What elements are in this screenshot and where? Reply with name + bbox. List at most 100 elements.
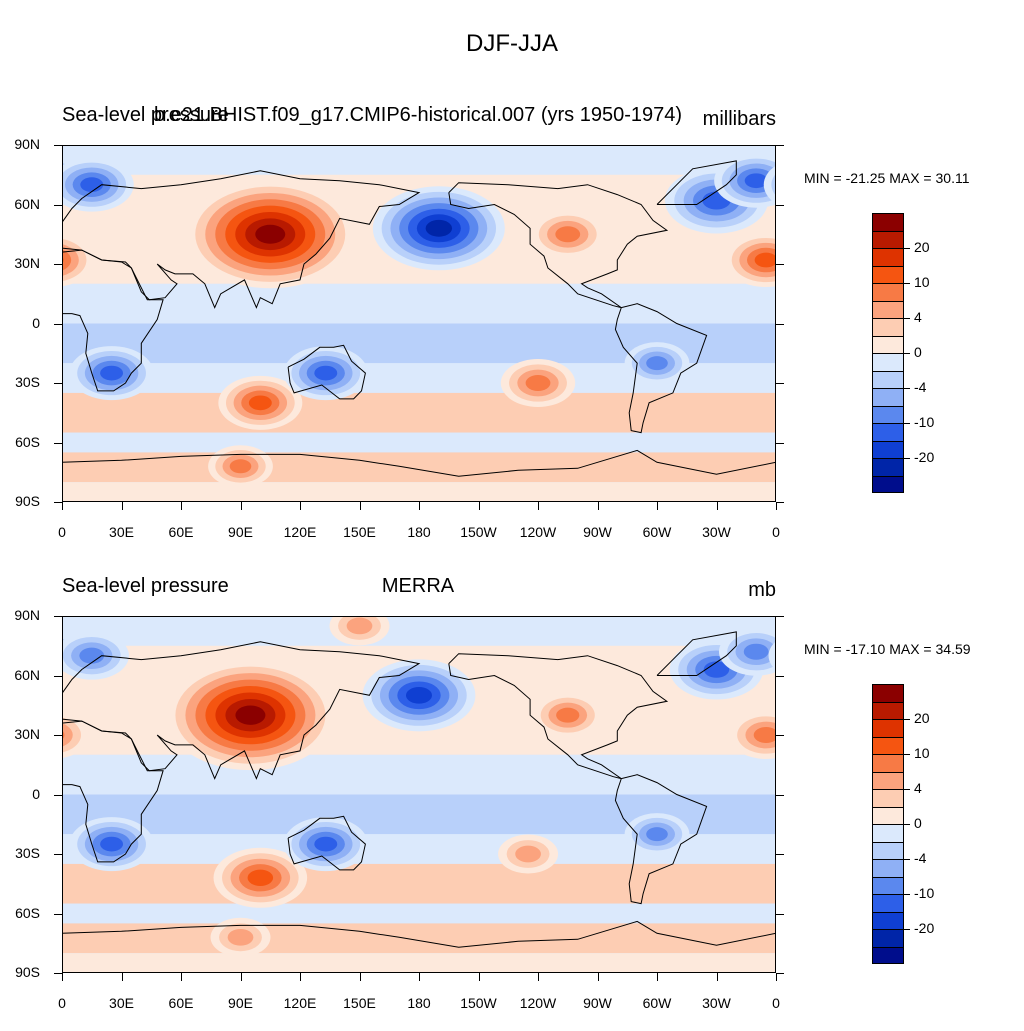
colorbar-label: -10 [914, 885, 935, 901]
colorbar-tick [904, 458, 910, 459]
panel-center-label: b.e21.BHIST.f09_g17.CMIP6-historical.007… [153, 104, 683, 126]
field-feature-azores-high [62, 711, 90, 759]
lon-tick-label: 120E [283, 995, 317, 1011]
panel-left-label: Sea-level pressure [62, 575, 229, 597]
lat-tick-label: 30N [14, 255, 40, 271]
coastline-samerica [614, 774, 708, 905]
zonal-band [62, 953, 776, 973]
panel-left-label: Sea-level pressure [62, 104, 229, 126]
field-feature-south-indian-high [218, 375, 303, 430]
colorbar-swatch [872, 475, 904, 493]
min-max-readout: MIN = -17.10 MAX = 34.59 [804, 641, 971, 657]
colorbar-tick [904, 248, 910, 249]
lon-tick-mark [121, 973, 123, 981]
contour-level [646, 356, 668, 371]
lon-tick-mark [181, 502, 182, 510]
lat-tick-mark [54, 973, 62, 974]
contour-level [248, 395, 272, 411]
lon-tick-label: 120W [519, 524, 557, 540]
colorbar-tick [904, 894, 910, 895]
colorbar-swatch [872, 248, 904, 266]
coastline-australia [287, 815, 366, 871]
lat-tick-mark [54, 735, 62, 736]
lon-tick-label: 0 [772, 524, 780, 540]
coastline-eurasia [62, 641, 421, 780]
coastline-namerica [448, 653, 669, 780]
colorbar-swatch [872, 806, 904, 824]
field-feature-greenland-sea-low [718, 627, 776, 676]
lat-tick-mark [54, 502, 62, 503]
contour-level [255, 224, 286, 244]
colorbar-label: 4 [914, 309, 922, 325]
field-feature-arctic-high [329, 616, 390, 646]
lon-tick-mark [300, 502, 301, 510]
coastline-eurasia [62, 170, 421, 309]
lat-tick-label: 30S [15, 374, 40, 390]
panel-center-label: MERRA [381, 575, 455, 597]
colorbar-label: 0 [914, 344, 922, 360]
field-feature-south-africa-low [69, 346, 154, 401]
lat-tick-mark [776, 204, 784, 206]
coastline-antarctica [62, 920, 776, 948]
contour-level [62, 249, 72, 271]
field-feature-south-pacific-high [500, 359, 576, 407]
lon-tick-mark [776, 973, 777, 981]
pressure-field [62, 145, 776, 502]
contour-level [80, 177, 104, 193]
colorbar-label: -4 [914, 850, 927, 866]
coastline-greenland [656, 631, 737, 676]
panel-units-label: mb [748, 579, 776, 601]
min-max-readout: MIN = -21.25 MAX = 30.11 [804, 170, 970, 186]
lon-tick-label: 120E [283, 524, 317, 540]
lat-tick-mark [776, 854, 784, 855]
lat-tick-mark [776, 323, 784, 325]
field-feature-antarctic-ring-high [210, 917, 271, 957]
lon-tick-mark [657, 502, 658, 510]
colorbar-swatch [872, 736, 904, 754]
colorbar-swatch [872, 876, 904, 894]
colorbar-swatches [872, 684, 904, 964]
colorbar-tick [904, 789, 910, 790]
lat-tick-mark [54, 854, 62, 855]
lon-tick-mark [62, 502, 63, 510]
contour-level [744, 173, 768, 189]
lat-tick-mark [54, 794, 62, 796]
lon-tick-mark [359, 973, 361, 981]
lat-tick-mark [54, 913, 62, 915]
lon-tick-mark [597, 973, 599, 981]
lat-tick-mark [776, 442, 784, 444]
lat-tick-label: 60S [15, 904, 40, 921]
colorbar-tick [904, 353, 910, 354]
lat-tick-mark [776, 794, 784, 796]
lon-tick-mark [240, 973, 242, 981]
colorbar-swatch [872, 929, 904, 947]
field-feature-australia-low [283, 346, 368, 401]
lat-tick-mark [54, 323, 62, 325]
colorbar-tick [904, 824, 910, 825]
lat-tick-label: 90S [15, 964, 40, 980]
contour-level [555, 226, 581, 243]
coastlines [62, 631, 776, 948]
lat-tick-mark [776, 264, 784, 265]
field-feature-south-africa-low [69, 817, 154, 872]
lon-tick-label: 90E [228, 995, 253, 1011]
colorbar-tick [904, 929, 910, 930]
contour-level [405, 687, 433, 704]
contour-level [62, 723, 73, 747]
contour-level [525, 375, 551, 391]
colorbar-tick [904, 859, 910, 860]
lat-tick-mark [776, 383, 784, 384]
colorbar-label: -20 [914, 920, 935, 936]
colorbar-swatch [872, 859, 904, 877]
lon-tick-label: 60W [642, 524, 672, 540]
lon-tick-label: 30W [702, 995, 731, 1011]
contour-level [229, 459, 252, 474]
lon-tick-mark [300, 973, 301, 981]
coastline-africa [62, 249, 164, 392]
coastline-greenland [656, 160, 737, 205]
lon-tick-label: 90W [583, 995, 612, 1011]
lon-tick-mark [716, 502, 718, 510]
lat-tick-mark [54, 145, 62, 146]
lon-tick-label: 150E [343, 995, 376, 1011]
lon-tick-label: 90W [583, 524, 612, 540]
